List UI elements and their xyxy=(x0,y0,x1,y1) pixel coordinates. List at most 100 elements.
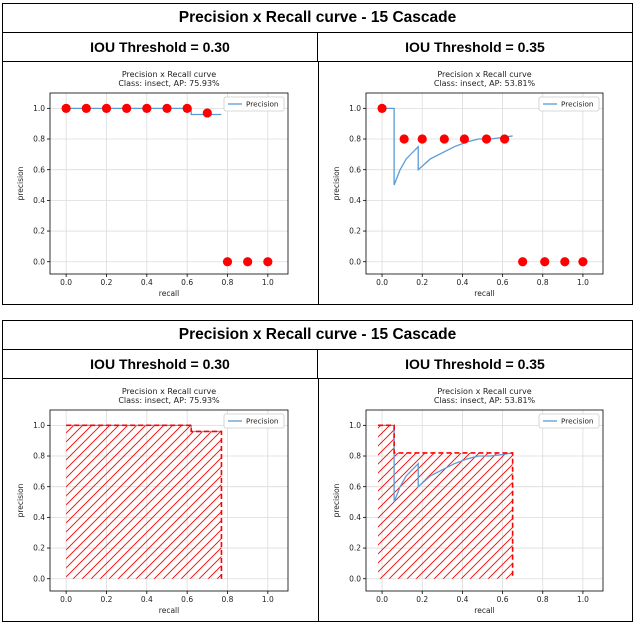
legend-label-precision: Precision xyxy=(561,417,594,426)
column-header-iou-030: IOU Threshold = 0.30 xyxy=(90,39,230,55)
data-point-marker xyxy=(101,103,112,113)
y-tick-label: 0.8 xyxy=(349,135,361,144)
x-tick-label: 0.2 xyxy=(416,278,428,287)
y-tick-label: 1.0 xyxy=(33,104,45,113)
y-tick-label: 0.8 xyxy=(33,452,45,461)
y-tick-label: 0.4 xyxy=(33,513,45,522)
x-tick-label: 0.8 xyxy=(222,278,234,287)
data-point-marker xyxy=(377,103,387,113)
x-tick-label: 1.0 xyxy=(262,595,274,604)
column-header-row: IOU Threshold = 0.30 IOU Threshold = 0.3… xyxy=(3,33,632,62)
x-tick-label: 0.2 xyxy=(101,278,113,287)
data-point-marker xyxy=(499,134,510,144)
y-tick-label: 0.0 xyxy=(349,574,361,583)
plot-frame xyxy=(365,92,604,275)
x-tick-label: 0.6 xyxy=(497,595,509,604)
chart-subtitle: Class: insect, AP: 75.93% xyxy=(118,396,220,405)
y-tick-label: 1.0 xyxy=(33,421,45,430)
x-tick-label: 0.8 xyxy=(537,595,549,604)
data-point-marker xyxy=(560,257,570,267)
chart-title: Precision x Recall curve xyxy=(437,70,531,79)
x-axis-label: recall xyxy=(159,606,179,615)
data-point-marker xyxy=(417,134,427,144)
x-tick-label: 0.4 xyxy=(141,278,153,287)
chart-title: Precision x Recall curve xyxy=(437,387,531,396)
y-tick-label: 0.6 xyxy=(349,165,361,174)
column-header-iou-035: IOU Threshold = 0.35 xyxy=(317,350,632,378)
table-title: Precision x Recall curve - 15 Cascade xyxy=(3,4,632,33)
interpolated-precision-line xyxy=(378,424,514,579)
area-under-curve xyxy=(378,425,513,579)
data-point-marker xyxy=(142,103,152,113)
results-table-bottom: Precision x Recall curve - 15 Cascade IO… xyxy=(2,320,633,622)
chart-title: Precision x Recall curve xyxy=(122,70,216,79)
legend-box xyxy=(223,413,285,429)
data-point-marker xyxy=(202,108,212,118)
data-point-marker xyxy=(518,257,528,267)
legend-box xyxy=(538,96,600,112)
x-tick-label: 0.2 xyxy=(416,595,428,604)
y-tick-label: 1.0 xyxy=(349,104,361,113)
area-under-curve xyxy=(66,425,222,579)
x-tick-label: 0.8 xyxy=(537,278,549,287)
chart-title: Precision x Recall curve xyxy=(122,387,216,396)
series-line-precision xyxy=(382,424,513,503)
x-tick-label: 0.0 xyxy=(376,595,388,604)
x-tick-label: 0.4 xyxy=(456,278,468,287)
column-header-iou-030: IOU Threshold = 0.30 xyxy=(90,356,230,372)
data-point-marker xyxy=(162,103,172,113)
x-tick-label: 1.0 xyxy=(577,278,589,287)
data-point-marker xyxy=(182,103,192,113)
data-point-marker xyxy=(540,257,550,267)
y-tick-label: 1.0 xyxy=(349,421,361,430)
legend-box xyxy=(223,96,285,112)
y-tick-label: 0.2 xyxy=(33,544,45,553)
legend-box xyxy=(538,413,600,429)
legend: Precision xyxy=(538,413,600,429)
y-tick-label: 0.2 xyxy=(349,227,361,236)
plot-area xyxy=(382,107,513,186)
legend-label-precision: Precision xyxy=(246,417,279,426)
y-tick-label: 0.0 xyxy=(33,257,45,266)
x-tick-label: 0.0 xyxy=(60,278,72,287)
y-tick-label: 0.0 xyxy=(33,574,45,583)
interpolated-precision-line xyxy=(66,424,223,579)
x-tick-label: 0.6 xyxy=(181,595,193,604)
x-tick-label: 0.0 xyxy=(376,278,388,287)
x-tick-label: 0.6 xyxy=(181,278,193,287)
y-tick-label: 0.4 xyxy=(349,513,361,522)
data-point-marker xyxy=(481,134,492,144)
plot-row: Precision x Recall curve Class: insect, A… xyxy=(3,62,632,304)
x-tick-label: 0.8 xyxy=(222,595,234,604)
data-point-marker xyxy=(122,103,132,113)
y-axis-label: precision xyxy=(332,166,341,200)
plot-frame xyxy=(49,92,289,275)
x-tick-label: 0.0 xyxy=(60,595,72,604)
x-tick-label: 0.6 xyxy=(497,278,509,287)
y-axis-label: precision xyxy=(16,483,25,517)
y-tick-label: 0.6 xyxy=(349,482,361,491)
y-tick-label: 0.8 xyxy=(33,135,45,144)
chart-subtitle: Class: insect, AP: 53.81% xyxy=(434,396,536,405)
data-point-marker xyxy=(439,134,449,144)
chart-subtitle: Class: insect, AP: 53.81% xyxy=(434,79,536,88)
legend-label-precision: Precision xyxy=(246,100,279,109)
data-point-marker xyxy=(222,257,233,267)
plot-frame xyxy=(365,409,604,592)
plot-cell-iou-030: Precision x Recall curve Class: insect, A… xyxy=(3,62,318,304)
x-tick-label: 1.0 xyxy=(262,278,274,287)
plot-area xyxy=(66,107,222,116)
plot-cell-iou-030: Precision x Recall curve Class: insect, A… xyxy=(3,379,318,621)
data-point-marker xyxy=(459,134,470,144)
x-axis-label: recall xyxy=(474,289,494,298)
column-header-row: IOU Threshold = 0.30 IOU Threshold = 0.3… xyxy=(3,350,632,379)
plot-row: Precision x Recall curve Class: insect, A… xyxy=(3,379,632,621)
x-tick-label: 0.4 xyxy=(141,595,153,604)
table-title: Precision x Recall curve - 15 Cascade xyxy=(3,321,632,350)
legend: Precision xyxy=(223,413,285,429)
y-tick-label: 0.4 xyxy=(33,196,45,205)
